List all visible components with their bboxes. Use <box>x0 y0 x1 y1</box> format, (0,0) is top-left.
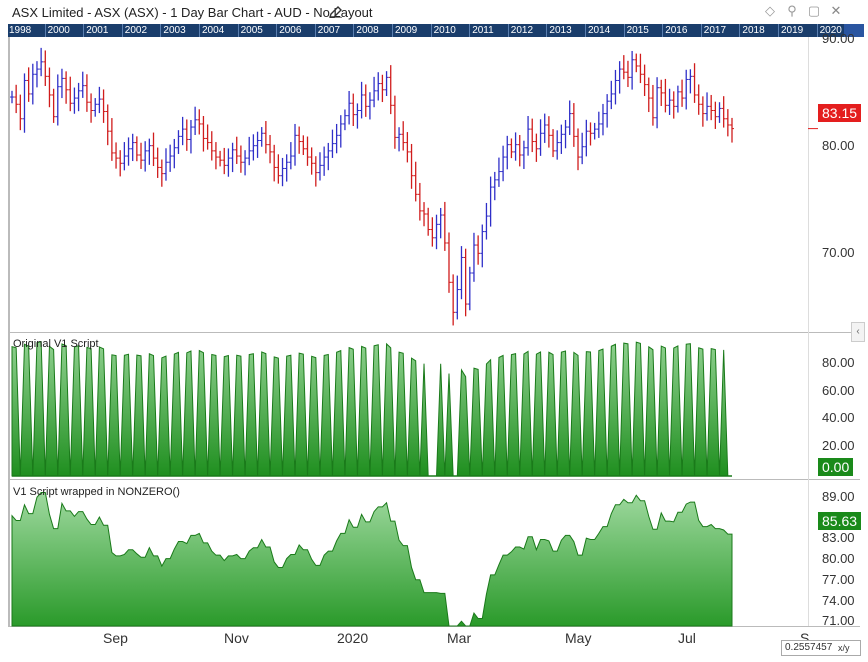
year-divider <box>392 24 393 37</box>
year-label[interactable]: 2013 <box>549 25 572 36</box>
year-selection[interactable] <box>844 24 864 37</box>
year-divider <box>507 24 509 37</box>
panel3-tick: 74.00 <box>822 593 855 608</box>
x-label: Mar <box>447 630 472 646</box>
x-label: Sep <box>103 630 128 646</box>
year-label[interactable]: 2010 <box>433 25 456 36</box>
year-divider <box>199 24 200 37</box>
panel3-last-badge: 85.63 <box>818 512 862 530</box>
year-label[interactable]: 2004 <box>202 25 225 36</box>
year-label[interactable]: 2008 <box>356 25 379 36</box>
panel2-tick: 60.00 <box>822 383 855 398</box>
year-label[interactable]: 2006 <box>279 25 302 36</box>
x-label: Jul <box>678 630 696 646</box>
diamond-icon[interactable]: ◇ <box>765 3 775 18</box>
year-label[interactable]: 2005 <box>240 25 263 36</box>
v1-script-area <box>11 340 732 477</box>
panel-separator[interactable] <box>8 479 860 480</box>
year-divider <box>276 24 278 37</box>
year-divider <box>623 24 625 37</box>
year-divider <box>662 24 664 37</box>
price-tick: 80.00 <box>822 138 855 153</box>
year-label[interactable]: 2017 <box>703 25 727 36</box>
year-label[interactable]: 2015 <box>626 25 649 36</box>
year-divider <box>83 24 85 37</box>
year-label[interactable]: 2011 <box>472 25 494 36</box>
year-label[interactable]: 2000 <box>47 25 70 36</box>
year-divider <box>778 24 779 37</box>
year-label[interactable]: 2002 <box>124 25 148 36</box>
close-icon[interactable]: ✕ <box>830 3 842 18</box>
panel3-tick: 71.00 <box>822 613 855 628</box>
panel2-tick: 80.00 <box>822 355 855 370</box>
year-label[interactable]: 2012 <box>510 25 534 36</box>
x-label: May <box>565 630 592 646</box>
chart-frame <box>8 37 10 626</box>
year-label[interactable]: 2003 <box>163 25 186 36</box>
panel2-tick: 20.00 <box>822 438 855 453</box>
year-divider <box>430 24 432 37</box>
year-label[interactable]: 2016 <box>665 25 688 36</box>
year-label[interactable]: 2007 <box>317 25 341 36</box>
year-divider <box>160 24 162 37</box>
year-label[interactable]: 2019 <box>781 25 804 36</box>
pin-icon[interactable]: ⚲ <box>787 3 797 18</box>
year-label[interactable]: 2001 <box>86 25 109 36</box>
year-divider <box>816 24 818 37</box>
scale-value: 0.2557457 <box>785 642 833 653</box>
year-label[interactable]: 2009 <box>395 25 418 36</box>
year-divider <box>237 24 239 37</box>
panel2-label: Original V1 Script <box>13 338 99 350</box>
year-divider <box>585 24 586 37</box>
panel3-tick: 83.00 <box>822 530 855 545</box>
axis-divider <box>808 37 809 626</box>
year-divider <box>314 24 316 37</box>
window-titlebar: ASX Limited - ASX (ASX) - 1 Day Bar Char… <box>0 0 868 24</box>
x-label: 2020 <box>337 630 369 646</box>
pencil-icon[interactable] <box>328 4 342 18</box>
price-tick: 90.00 <box>822 31 855 46</box>
year-divider <box>469 24 471 37</box>
window-title: ASX Limited - ASX (ASX) - 1 Day Bar Char… <box>12 5 373 20</box>
year-divider <box>121 24 123 37</box>
collapse-panel-button[interactable]: ‹ <box>851 322 865 342</box>
year-divider <box>546 24 548 37</box>
year-navigator[interactable]: 1998 2000 2001 2002 2003 2004 2005 2006 2007 2008… <box>8 24 864 37</box>
panel3-tick: 89.00 <box>822 489 855 504</box>
x-label: S <box>800 630 810 646</box>
panel2-tick: 40.00 <box>822 410 855 425</box>
year-divider <box>353 24 355 37</box>
year-label[interactable]: 2020 <box>819 25 842 36</box>
scale-suffix: x/y <box>838 643 850 653</box>
panel3-label: V1 Script wrapped in NONZERO() <box>13 486 180 498</box>
panel3-tick: 77.00 <box>822 572 855 587</box>
year-divider <box>700 24 702 37</box>
year-label[interactable]: 2014 <box>588 25 611 36</box>
year-label[interactable]: 1998 <box>9 25 32 36</box>
year-label[interactable]: 2018 <box>742 25 765 36</box>
panel3-tick: 80.00 <box>822 551 855 566</box>
last-price-badge: 83.15 <box>818 104 862 122</box>
scale-ratio-field[interactable]: 0.2557457 x/y <box>781 640 861 656</box>
panel2-last-badge: 0.00 <box>818 458 854 476</box>
year-divider <box>44 24 46 37</box>
price-tick: 70.00 <box>822 245 855 260</box>
year-divider <box>739 24 741 37</box>
minimize-icon[interactable]: ▢ <box>807 3 821 18</box>
panel-separator[interactable] <box>8 332 860 333</box>
nonzero-area <box>11 492 733 627</box>
x-label: Nov <box>224 630 249 646</box>
